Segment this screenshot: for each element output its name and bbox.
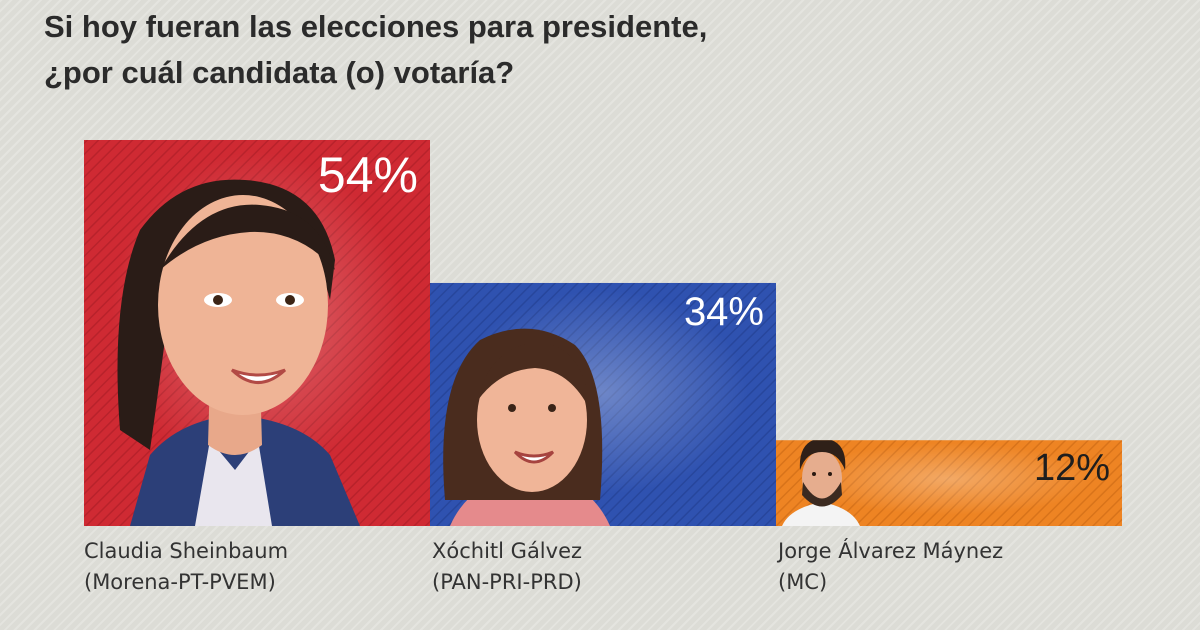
candidate-name-1: Claudia Sheinbaum (84, 539, 289, 563)
candidate-name-3: Jorge Álvarez Máynez (778, 539, 1004, 563)
title-line-2: ¿por cuál candidata (o) votaría? (44, 55, 515, 90)
candidate-label-2: Xóchitl Gálvez (PAN-PRI-PRD) (432, 536, 582, 598)
candidate-name-2: Xóchitl Gálvez (432, 539, 583, 563)
jorge-portrait-icon (782, 440, 860, 526)
candidate-label-3: Jorge Álvarez Máynez (MC) (778, 536, 1003, 598)
value-label-1: 54% (318, 147, 418, 203)
candidate-party-2: (PAN-PRI-PRD) (432, 570, 582, 594)
bar-glow-3 (803, 442, 1095, 515)
value-labels-group: 54% 34% 12% (318, 147, 1110, 489)
candidate-label-1: Claudia Sheinbaum (Morena-PT-PVEM) (84, 536, 288, 598)
candidate-party-3: (MC) (778, 570, 828, 594)
claudia-portrait-icon (117, 179, 360, 526)
title-line-1: Si hoy fueran las elecciones para presid… (44, 9, 708, 44)
portraits-group (117, 179, 860, 526)
value-label-3: 12% (1034, 447, 1110, 489)
xochitl-portrait-icon (443, 328, 610, 526)
value-label-2: 34% (684, 290, 764, 334)
chart-title: Si hoy fueran las elecciones para presid… (44, 4, 1144, 96)
candidate-party-1: (Morena-PT-PVEM) (84, 570, 276, 594)
